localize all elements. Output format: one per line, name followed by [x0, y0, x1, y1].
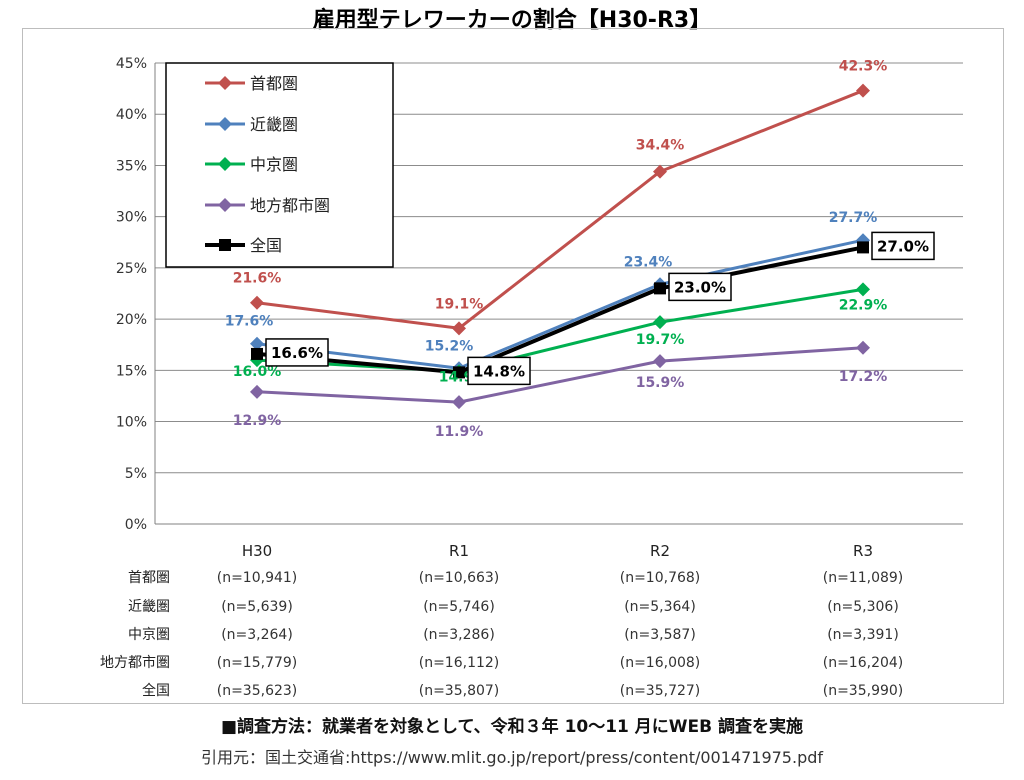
legend-marker: [218, 76, 232, 90]
sample-size-value: (n=35,807): [419, 683, 500, 699]
sample-row-label: 中京圏: [128, 627, 170, 643]
data-point-marker: [653, 315, 667, 330]
sample-size-value: (n=10,663): [419, 570, 500, 586]
data-point-marker: [251, 347, 263, 360]
data-label: 17.6%: [225, 314, 274, 330]
data-label: 19.7%: [636, 332, 685, 348]
data-label: 27.7%: [829, 210, 878, 226]
sample-size-value: (n=35,990): [823, 683, 904, 699]
data-label: 27.0%: [877, 237, 929, 255]
sample-size-value: (n=3,587): [624, 627, 696, 643]
sample-size-value: (n=5,746): [423, 599, 495, 615]
data-label-box: [265, 338, 329, 367]
y-tick-label: 40%: [116, 107, 147, 123]
y-tick-label: 15%: [116, 363, 147, 379]
data-point-marker: [857, 241, 869, 254]
y-tick-label: 45%: [116, 56, 147, 72]
legend-box: [165, 62, 394, 268]
sample-size-value: (n=3,391): [827, 627, 899, 643]
sample-size-value: (n=5,364): [624, 599, 696, 615]
sample-row-label: 全国: [142, 682, 170, 699]
data-label: 12.9%: [233, 413, 282, 429]
data-label-box: [467, 356, 531, 386]
survey-method-note: ■調査方法：就業者を対象として、令和３年 10～11 月にWEB 調査を実施: [220, 717, 804, 737]
sample-size-value: (n=16,204): [823, 655, 904, 671]
y-tick-label: 25%: [116, 261, 147, 277]
sample-size-value: (n=3,286): [423, 627, 495, 643]
legend-label: 全国: [250, 236, 282, 255]
y-tick-label: 35%: [116, 158, 147, 174]
data-point-marker: [856, 340, 870, 355]
data-point-marker: [250, 336, 264, 351]
data-point-marker: [452, 321, 466, 336]
data-label: 34.4%: [636, 138, 685, 154]
series-line: [256, 287, 864, 373]
data-label: 22.9%: [839, 297, 888, 313]
data-point-marker: [653, 164, 667, 179]
y-tick-label: 10%: [116, 415, 147, 431]
data-label: 15.9%: [636, 375, 685, 391]
data-point-marker: [654, 282, 666, 295]
data-point-marker: [250, 295, 264, 310]
y-tick-label: 20%: [116, 312, 147, 328]
series-line: [256, 238, 864, 370]
sample-size-value: (n=5,639): [221, 599, 293, 615]
data-point-marker: [653, 354, 667, 369]
x-tick-label: R1: [449, 542, 469, 560]
y-tick-label: 30%: [116, 210, 147, 226]
x-tick-label: R2: [650, 542, 670, 560]
legend-marker: [218, 117, 232, 131]
sample-size-value: (n=35,727): [620, 683, 701, 699]
data-label: 16.6%: [271, 344, 323, 362]
data-label: 23.0%: [674, 278, 726, 296]
data-label: 11.9%: [435, 424, 484, 440]
data-point-marker: [250, 384, 264, 399]
legend-label: 地方都市圏: [250, 196, 330, 215]
data-label: 17.2%: [839, 369, 888, 385]
data-label-box: [871, 231, 935, 261]
chart-frame: [22, 28, 1004, 704]
series-line: [256, 89, 864, 330]
data-label: 14.8%: [473, 362, 525, 380]
sample-size-value: (n=5,306): [827, 599, 899, 615]
legend-label: 近畿圏: [250, 115, 298, 134]
sample-size-value: (n=11,089): [823, 570, 904, 586]
series-line: [256, 346, 864, 404]
x-tick-label: R3: [853, 542, 873, 560]
sample-size-value: (n=16,008): [620, 655, 701, 671]
sample-size-value: (n=3,264): [221, 627, 293, 643]
data-point-marker: [856, 83, 870, 98]
legend-marker: [219, 239, 231, 251]
data-label: 16.0%: [233, 364, 282, 380]
data-label: 15.2%: [425, 338, 474, 354]
data-label: 19.1%: [435, 296, 484, 312]
data-label-box: [668, 272, 732, 302]
data-point-marker: [453, 366, 465, 379]
sample-size-value: (n=16,112): [419, 655, 500, 671]
y-tick-label: 5%: [125, 466, 147, 482]
source-citation: 引用元：国土交通省:https://www.mlit.go.jp/report/…: [200, 748, 824, 767]
legend-marker: [218, 157, 232, 171]
legend-label: 首都圏: [250, 74, 298, 93]
y-tick-label: 0%: [125, 517, 147, 533]
data-label: 42.3%: [839, 59, 888, 75]
legend-marker: [218, 198, 232, 212]
legend-label: 中京圏: [250, 155, 298, 174]
data-label: 23.4%: [624, 254, 673, 270]
sample-row-label: 首都圏: [128, 570, 170, 586]
data-point-marker: [452, 395, 466, 410]
sample-row-label: 近畿圏: [128, 599, 170, 615]
sample-size-value: (n=35,623): [217, 683, 298, 699]
line-chart: 0% 5% 10% 15% 20% 25% 30% 35% 40% 45% H30 R1 R2 R3 首都圏…: [100, 56, 963, 699]
data-label: 21.6%: [233, 271, 282, 287]
data-point-marker: [856, 282, 870, 297]
series-line: [256, 245, 864, 375]
sample-size-value: (n=15,779): [217, 655, 298, 671]
sample-row-label: 地方都市圏: [100, 654, 170, 671]
sample-size-value: (n=10,941): [217, 570, 298, 586]
sample-size-value: (n=10,768): [620, 570, 701, 586]
x-tick-label: H30: [242, 542, 272, 560]
